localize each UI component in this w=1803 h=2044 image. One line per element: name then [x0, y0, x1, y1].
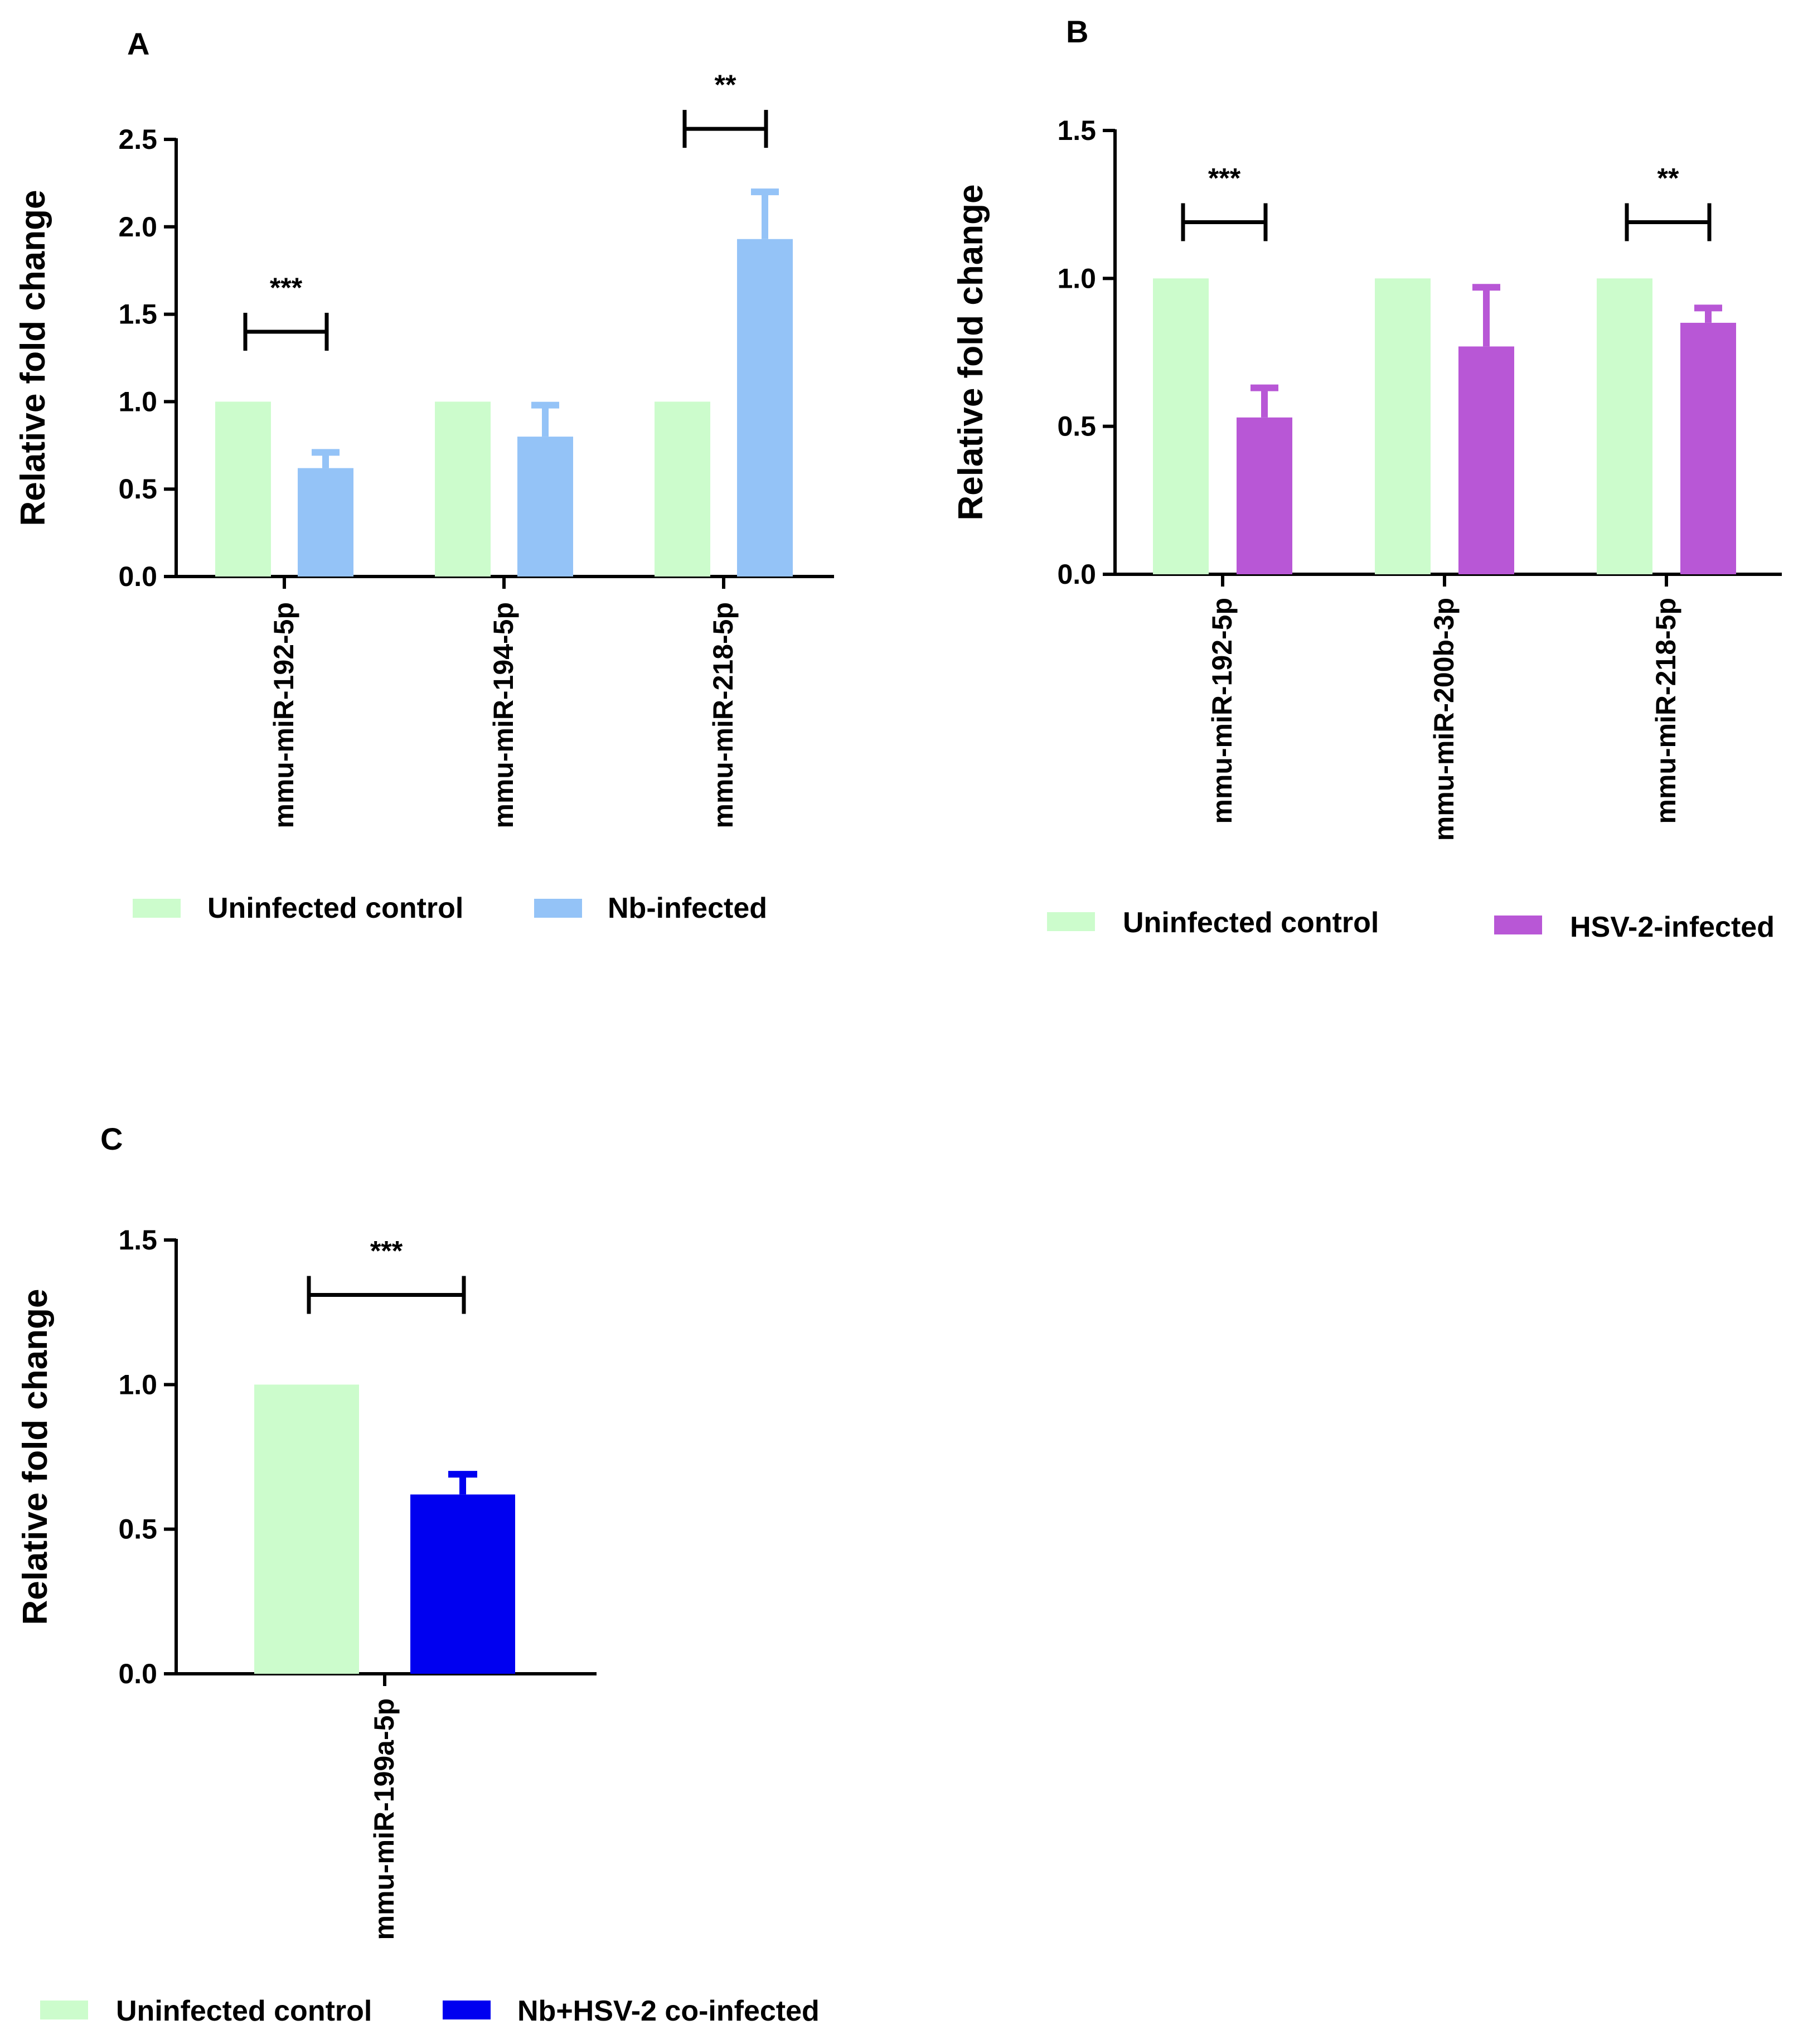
y-tick-label: 0.0: [118, 561, 157, 592]
y-tick-label: 1.5: [118, 299, 157, 330]
significance-label: ***: [1208, 163, 1241, 194]
y-tick-label: 1.5: [118, 1224, 157, 1256]
bar: [1458, 346, 1514, 574]
bar: [737, 239, 793, 577]
legend-swatch: [40, 2001, 88, 2019]
y-tick-label: 1.0: [118, 1369, 157, 1400]
category-label: mmu-miR-218-5p: [1650, 598, 1681, 824]
category-label: mmu-miR-218-5p: [707, 602, 739, 829]
significance-label: **: [715, 69, 736, 100]
bar: [655, 401, 710, 577]
panel-letter: B: [1066, 14, 1088, 49]
bar: [517, 437, 573, 577]
category-label: mmu-miR-194-5p: [488, 602, 519, 829]
bar: [254, 1384, 359, 1674]
y-tick-label: 0.0: [118, 1658, 157, 1689]
y-tick-label: 1.5: [1057, 115, 1096, 146]
y-axis-title: Relative fold change: [14, 190, 52, 526]
bar: [215, 401, 271, 577]
bar: [1680, 322, 1736, 574]
panel-letter: A: [127, 26, 149, 61]
y-tick-label: 0.0: [1057, 559, 1096, 590]
legend-swatch: [534, 899, 582, 918]
bar: [298, 468, 353, 577]
y-axis-title: Relative fold change: [16, 1289, 55, 1625]
panel-b: B 0.0 0.5 1.0 1.5 Relative fold change mmu-miR…: [952, 14, 1782, 943]
legend-label: HSV-2-infected: [1570, 911, 1775, 943]
panel-c: C 0.0 0.5 1.0 1.5 Relative fold change mmu-miR…: [16, 1121, 820, 2027]
legend-label: Uninfected control: [116, 1995, 372, 2027]
category-label: mmu-miR-192-5p: [1206, 598, 1238, 824]
y-tick-label: 2.0: [118, 211, 157, 243]
category-label: mmu-miR-199a-5p: [369, 1698, 400, 1940]
significance-label: ***: [370, 1236, 403, 1267]
category-label: mmu-miR-192-5p: [268, 602, 299, 829]
legend-swatch: [1047, 912, 1095, 931]
bar: [1375, 278, 1431, 574]
y-tick-label: 2.5: [118, 124, 157, 155]
y-axis-title: Relative fold change: [952, 185, 990, 521]
panel-letter: C: [100, 1121, 123, 1156]
legend-swatch: [443, 2001, 491, 2019]
legend-swatch: [133, 899, 181, 918]
legend-swatch: [1494, 916, 1542, 934]
significance-label: **: [1657, 163, 1679, 194]
y-tick-label: 0.5: [118, 473, 157, 505]
category-label: mmu-miR-200b-3p: [1428, 598, 1460, 841]
legend-label: Uninfected control: [207, 892, 463, 924]
significance-label: ***: [270, 272, 303, 303]
bar: [435, 401, 491, 577]
legend-label: Nb-infected: [608, 892, 767, 924]
y-tick-label: 0.5: [118, 1514, 157, 1545]
bar: [1237, 417, 1292, 574]
legend-label: Uninfected control: [1123, 907, 1379, 939]
bar: [1153, 278, 1209, 574]
bar: [1597, 278, 1652, 574]
y-tick-label: 0.5: [1057, 411, 1096, 442]
panel-a: A 0.0 0.5 1.0 1.5 2.0 2.5 Relative fold change m…: [14, 26, 834, 924]
bar: [410, 1494, 515, 1674]
y-tick-label: 1.0: [118, 386, 157, 417]
legend-label: Nb+HSV-2 co-infected: [517, 1995, 820, 2027]
y-tick-label: 1.0: [1057, 263, 1096, 294]
